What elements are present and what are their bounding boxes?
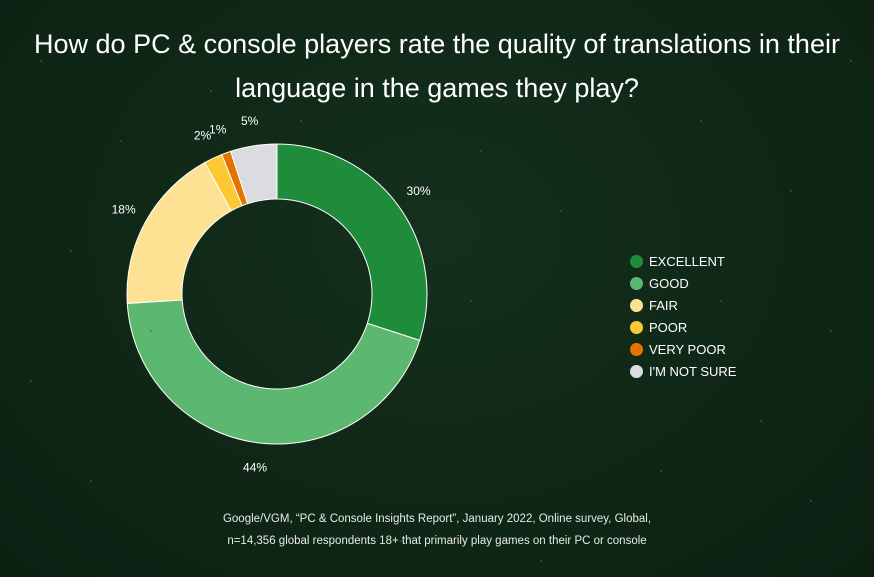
background-sparkle [560,210,562,212]
legend-swatch [630,254,643,268]
source-line-2: n=14,356 global respondents 18+ that pri… [227,535,647,547]
legend-label: I'M NOT SURE [649,363,737,379]
legend-item-excellent: EXCELLENT [630,250,736,272]
legend-label: EXCELLENT [649,253,725,269]
background-sparkle [330,170,332,172]
slice-good [126,299,421,445]
legend-swatch [630,342,643,356]
background-sparkle [150,330,152,332]
background-sparkle [660,470,662,472]
legend-swatch [630,298,643,312]
background-sparkle [790,190,792,192]
source-line-1: Google/VGM, “PC & Console Insights Repor… [222,513,652,525]
donut-slices [126,143,428,445]
legend-swatch [630,320,643,334]
background-sparkle [120,140,122,142]
background-sparkle [850,60,852,62]
legend-swatch [630,276,643,290]
legend-item-poor: POOR [630,316,736,338]
background-sparkle [480,150,482,152]
background-sparkle [40,60,42,62]
slice-label-very-poor: 1% [209,122,227,136]
legend-item-good: GOOD [630,272,736,294]
legend-label: FAIR [649,297,678,313]
background-sparkle [90,480,92,482]
background-sparkle [700,120,702,122]
slice-i-m-not-sure [230,143,278,205]
legend-item-very-poor: VERY POOR [630,338,736,360]
chart-title: How do PC & console players rate the qua… [0,22,874,110]
slice-label-fair: 18% [112,203,136,217]
background-sparkle [760,420,762,422]
background-sparkle [30,380,32,382]
background-sparkle [540,560,542,562]
background-sparkle [810,500,812,502]
slice-label-good: 44% [243,461,267,475]
slice-label-i-m-not-sure: 5% [241,114,259,128]
background-sparkle [400,540,402,542]
background-sparkle [610,90,612,92]
background-sparkle [470,300,472,302]
background-sparkle [260,520,262,522]
legend-item-fair: FAIR [630,294,736,316]
slice-fair [126,161,232,304]
background-sparkle [70,250,72,252]
background-sparkle [210,90,212,92]
slice-label-excellent: 30% [407,184,431,198]
background-sparkle [830,330,832,332]
chart-title-line-2: language in the games they play? [235,73,639,103]
background-sparkle [300,120,302,122]
chart-legend: EXCELLENT GOOD FAIR POOR VERY POOR I'M NOT SU… [630,250,736,382]
legend-label: POOR [649,319,688,335]
legend-label: GOOD [649,275,689,291]
donut-slice-labels: 30% 44% 18% 2%1% 5% [112,114,431,474]
background-sparkle [720,300,722,302]
legend-swatch [630,364,643,378]
chart-title-line-1: How do PC & console players rate the qua… [34,29,840,59]
legend-item-i-m-not-sure: I'M NOT SURE [630,360,736,382]
slice-label-poor: 2% [194,129,212,143]
slice-excellent [276,143,428,341]
source-note: Google/VGM, “PC & Console Insights Repor… [0,508,874,552]
legend-label: VERY POOR [649,341,726,357]
